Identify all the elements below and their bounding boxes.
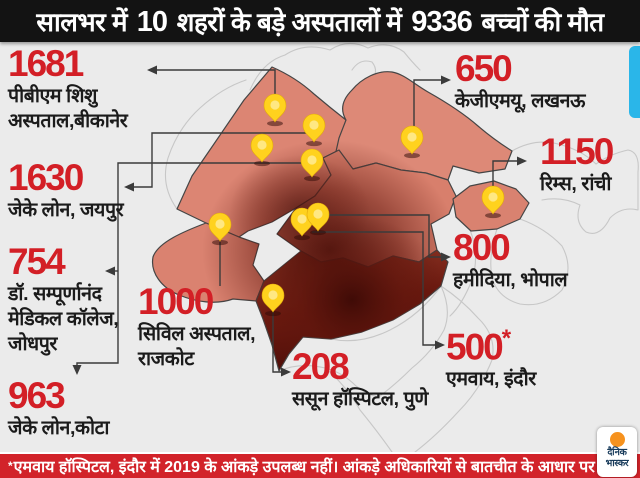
asterisk-note-marker: *: [501, 325, 512, 352]
stat-jodhpur: 754 डॉ. सम्पूर्णानंद मेडिकल कॉलेज, जोधपु…: [8, 241, 119, 357]
stat-bhopal: 800 हमीदिया, भोपाल: [453, 227, 568, 293]
stat-bikaner: 1681 पीबीएम शिशु अस्पताल,बीकानेर: [8, 43, 128, 134]
death-count: 800: [453, 227, 511, 268]
hospital-label: एमवाय, इंदौर: [446, 368, 536, 391]
hospital-label: केजीएमयू, लखनऊ: [455, 90, 585, 112]
hospital-label: अस्पताल,बीकानेर: [8, 110, 128, 132]
header-title: सालभर में 10 शहरों के बड़े अस्पतालों में…: [36, 6, 604, 38]
hospital-label: हमीदिया, भोपाल: [453, 269, 568, 291]
death-count: 1681: [8, 43, 84, 84]
hospital-label: जोधपुर: [8, 333, 57, 355]
hospital-label: सिविल अस्पताल,: [138, 323, 256, 345]
hospital-label: मेडिकल कॉलेज,: [8, 308, 119, 330]
teal-accent-bar: [629, 46, 640, 118]
hospital-label: पीबीएम शिशु: [8, 85, 97, 107]
death-count: 1630: [8, 157, 84, 198]
death-count: 963: [8, 375, 66, 416]
hospital-label: रिम्स, रांची: [540, 173, 612, 195]
stat-pune: 208 ससून हॉस्पिटल, पुणे: [292, 346, 428, 412]
footer-note-bar: * एमवाय हॉस्पिटल, इंदौर में 2019 के आंकड…: [0, 452, 640, 478]
hospital-label: ससून हॉस्पिटल, पुणे: [292, 388, 428, 410]
logo-text-line2: भास्कर: [605, 458, 629, 469]
hospital-label: जेके लोन, जयपुर: [8, 199, 124, 221]
death-count: 208: [292, 346, 350, 387]
death-count: 650: [455, 48, 513, 89]
sun-icon: [609, 432, 625, 447]
stat-jaipur: 1630 जेके लोन, जयपुर: [8, 157, 124, 223]
footer-note: एमवाय हॉस्पिटल, इंदौर में 2019 के आंकड़े…: [13, 459, 595, 476]
connector-arrowheads: [72, 65, 527, 377]
stat-rajkot: 1000 सिविल अस्पताल, राजकोट: [138, 281, 256, 372]
death-count: 1000: [138, 281, 214, 322]
header-bar: सालभर में 10 शहरों के बड़े अस्पतालों में…: [0, 0, 640, 42]
death-count: 1150: [540, 131, 614, 172]
logo-text-line1: दैनिक: [607, 447, 627, 458]
stat-kota: 963 जेके लोन,कोटा: [8, 375, 110, 441]
hospital-label: जेके लोन,कोटा: [8, 417, 110, 439]
asterisk-note-marker: *: [8, 459, 13, 473]
dainik-bhaskar-logo: दैनिक भास्कर: [597, 427, 637, 477]
death-count: 500*: [446, 325, 512, 368]
hospital-label: राजकोट: [138, 348, 194, 370]
hospital-label: डॉ. सम्पूर्णानंद: [8, 283, 102, 305]
stat-lucknow: 650 केजीएमयू, लखनऊ: [455, 48, 585, 114]
stat-ranchi: 1150 रिम्स, रांची: [540, 131, 614, 197]
death-count: 754: [8, 241, 66, 282]
stat-indore: 500* एमवाय, इंदौर: [446, 324, 536, 392]
